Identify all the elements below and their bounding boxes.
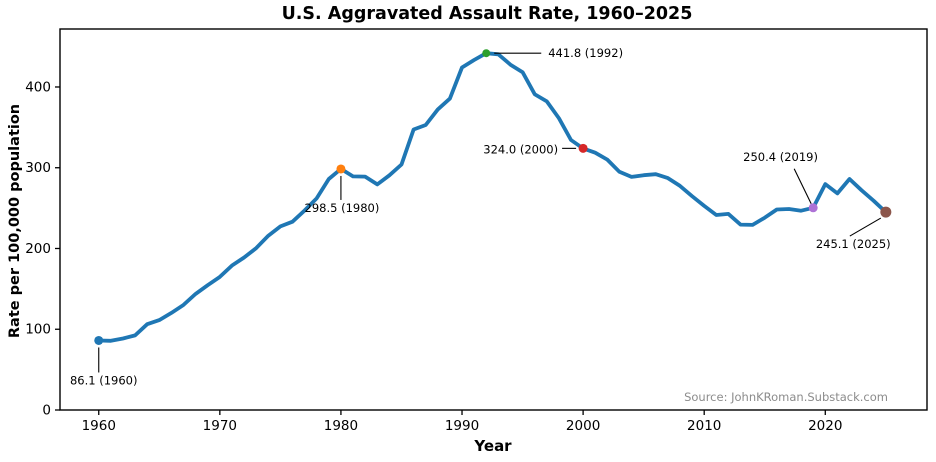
y-tick-label: 200	[25, 241, 51, 257]
assault-rate-line	[96, 51, 888, 343]
data-point-marker	[808, 203, 818, 213]
axis-ticks: 1960 1970 1980 1990 2000 2010 2020 0 100 200 300 40…	[25, 79, 842, 434]
x-axis-label: Year	[473, 437, 512, 455]
x-tick-label: 2000	[566, 418, 600, 434]
source-credit: Source: JohnKRoman.Substack.com	[684, 390, 888, 404]
annotation-label: 441.8 (1992)	[548, 46, 623, 60]
data-point-marker	[880, 206, 892, 218]
annotation-label: 245.1 (2025)	[816, 237, 891, 251]
annotations: 86.1 (1960) 298.5 (1980) 441.8 (1992) 324.0…	[70, 46, 892, 387]
x-tick-label: 1990	[445, 418, 479, 434]
annotation-label: 250.4 (2019)	[743, 150, 818, 164]
x-tick-label: 1960	[82, 418, 116, 434]
data-point-marker	[578, 143, 588, 153]
plot-area	[59, 28, 928, 411]
annotation-connector	[849, 217, 882, 237]
annotation-label: 86.1 (1960)	[70, 373, 138, 387]
x-tick-label: 1980	[324, 418, 358, 434]
y-tick-label: 0	[42, 403, 51, 419]
annotation-label: 298.5 (1980)	[305, 201, 380, 215]
y-tick-label: 400	[25, 79, 51, 95]
data-point-marker	[482, 49, 491, 58]
annotation-connector	[793, 168, 812, 205]
y-tick-label: 100	[25, 322, 51, 338]
y-tick-label: 300	[25, 160, 51, 176]
data-series	[96, 51, 888, 343]
chart-title: U.S. Aggravated Assault Rate, 1960–2025	[282, 4, 693, 24]
x-tick-label: 2020	[808, 418, 842, 434]
data-point-marker	[336, 164, 346, 174]
data-point-marker	[94, 335, 104, 345]
annotation-label: 324.0 (2000)	[483, 142, 558, 156]
y-axis-label: Rate per 100,000 population	[7, 104, 23, 338]
x-tick-label: 2010	[687, 418, 721, 434]
x-tick-label: 1970	[203, 418, 237, 434]
